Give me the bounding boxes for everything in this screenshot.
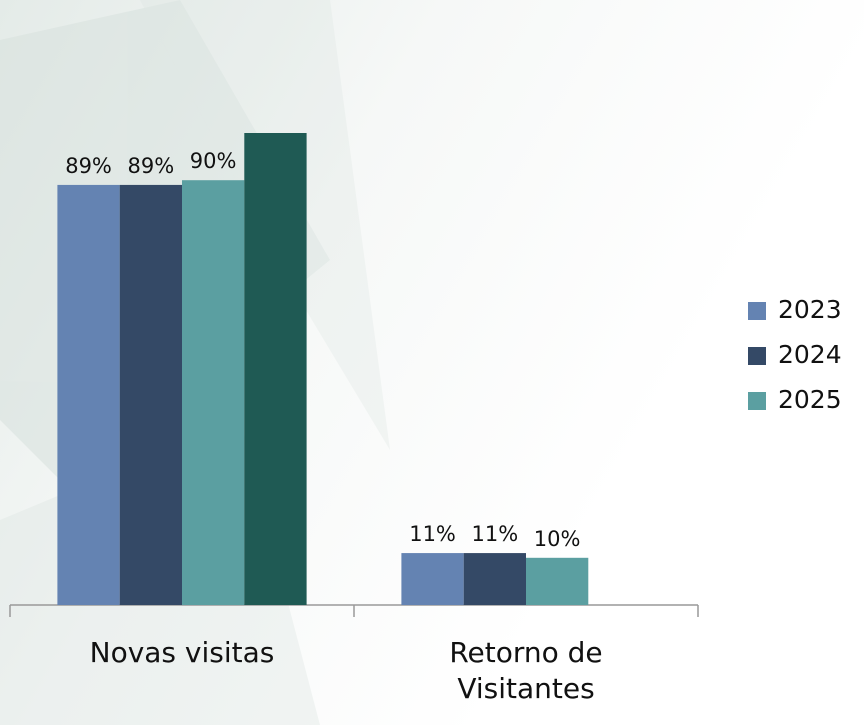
legend-label: 2025 — [778, 385, 842, 414]
legend-swatch — [748, 347, 766, 365]
legend-label: 2024 — [778, 340, 842, 369]
data-label: 11% — [409, 522, 456, 546]
data-label: 90% — [190, 149, 237, 173]
bar — [182, 180, 244, 605]
chart: 89% 89% 90% 11% 11% 10% 2023 2024 2025 — [0, 0, 864, 725]
bar — [120, 185, 182, 605]
bar — [401, 553, 463, 605]
bar — [57, 185, 119, 605]
x-tick-label: Novas visitas — [62, 635, 302, 671]
data-label: 10% — [534, 527, 581, 551]
data-label: 89% — [128, 154, 175, 178]
bar — [526, 558, 588, 605]
legend-label: 2023 — [778, 295, 842, 324]
bar — [244, 133, 306, 605]
legend-swatch — [748, 392, 766, 410]
data-label: 11% — [472, 522, 519, 546]
legend-swatch — [748, 302, 766, 320]
bar — [464, 553, 526, 605]
x-tick-label: Retorno de Visitantes — [406, 635, 646, 707]
data-label: 89% — [65, 154, 112, 178]
page: 89% 89% 90% 11% 11% 10% 2023 2024 2025 Novas vis… — [0, 0, 864, 725]
